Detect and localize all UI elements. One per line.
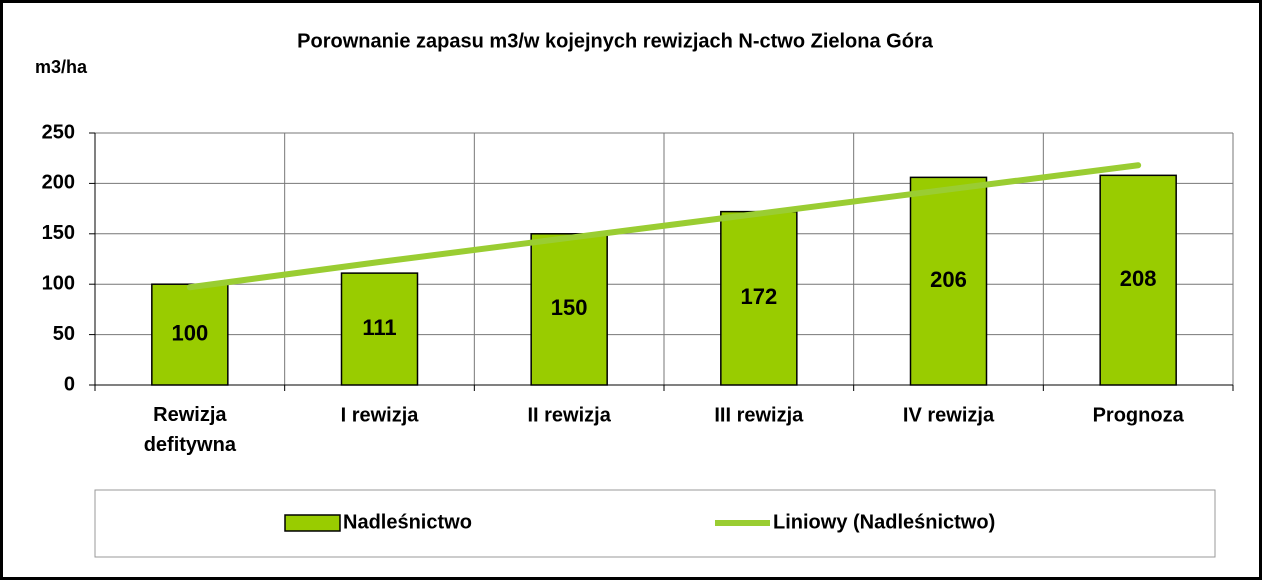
legend-swatch: [284, 514, 341, 532]
legend-label: Liniowy (Nadleśnictwo): [773, 511, 995, 533]
x-tick-label: Rewizja defitywna: [144, 404, 237, 456]
bar: [909, 176, 988, 386]
bar: [1099, 174, 1177, 386]
bar: [530, 233, 608, 386]
data-label: 206: [930, 267, 967, 292]
x-tick-label: I rewizja: [341, 404, 420, 426]
data-label: 150: [551, 295, 588, 320]
y-tick-label: 100: [42, 272, 75, 294]
x-tick-label-line: Rewizja: [153, 404, 227, 426]
data-label: 208: [1120, 266, 1157, 291]
y-tick-label: 50: [53, 323, 75, 345]
legend-label: Nadleśnictwo: [343, 511, 472, 533]
x-tick-label-line: defitywna: [144, 434, 237, 456]
x-tick-label: II rewizja: [527, 404, 611, 426]
x-tick-label: Prognoza: [1093, 404, 1185, 426]
y-tick-label: 0: [64, 373, 75, 395]
y-axis-label: m3/ha: [35, 57, 88, 77]
x-tick-label: IV rewizja: [903, 404, 995, 426]
data-label: 172: [740, 284, 777, 309]
bar: [720, 210, 798, 386]
bar: [151, 283, 229, 386]
bar: [340, 272, 419, 386]
y-tick-label: 150: [42, 222, 75, 244]
y-tick-label: 200: [42, 172, 75, 194]
data-label: 111: [362, 315, 396, 340]
x-tick-label: III rewizja: [714, 404, 804, 426]
y-tick-label: 250: [42, 121, 75, 143]
trend-line: [186, 162, 1142, 291]
legend-box: [94, 489, 1216, 558]
chart-title: Porownanie zapasu m3/w kojejnych rewizja…: [297, 30, 934, 52]
data-label: 100: [171, 320, 208, 345]
